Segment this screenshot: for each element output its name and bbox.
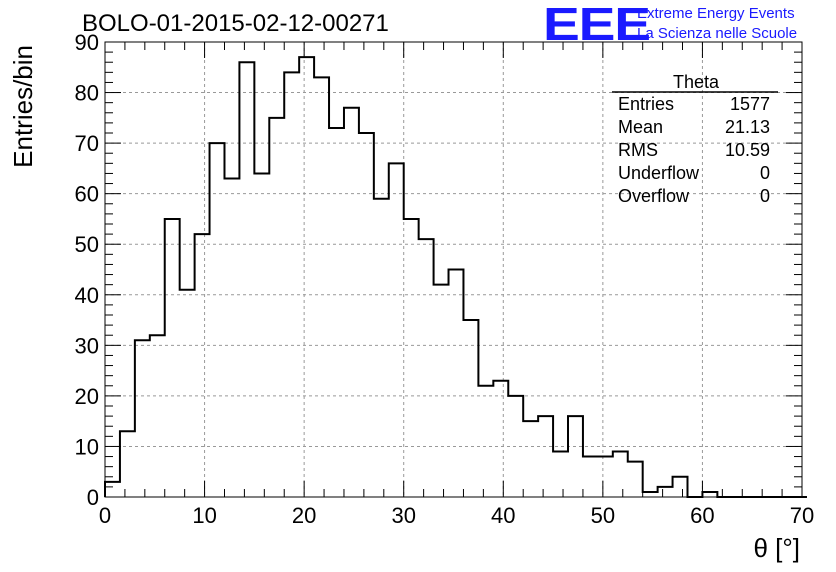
histogram-bin [210, 143, 225, 497]
histogram-bin [239, 62, 254, 497]
histogram-bin [434, 285, 449, 497]
stats-label: RMS [618, 140, 658, 160]
stats-value: 0 [760, 186, 770, 206]
histogram-bin [553, 452, 568, 498]
histogram-bin [658, 487, 673, 497]
histogram-bin [583, 457, 598, 497]
stats-label: Underflow [618, 163, 700, 183]
stats-label: Mean [618, 117, 663, 137]
histogram-bin [224, 179, 239, 498]
tick-labels: 0 10 20 30 40 50 60 70 0 10 20 30 40 50 60 70 80 90 [75, 30, 815, 528]
logo-line-2: La Scienza nelle Scuole [637, 25, 798, 42]
grid [105, 42, 802, 497]
histogram-bin [374, 199, 389, 497]
y-tick-label: 20 [75, 384, 99, 409]
x-tick-label: 50 [591, 503, 615, 528]
histogram [104, 56, 807, 498]
histogram-bin [463, 320, 478, 497]
x-tick-label: 20 [292, 503, 316, 528]
histogram-bin [643, 492, 658, 497]
histogram-bin [165, 219, 180, 497]
histogram-bin [628, 462, 643, 497]
x-tick-label: 60 [690, 503, 714, 528]
histogram-outline [104, 56, 807, 498]
histogram-bin [598, 457, 613, 497]
y-tick-label: 10 [75, 434, 99, 459]
histogram-bin [449, 270, 464, 498]
histogram-bin [359, 133, 374, 497]
y-tick-label: 80 [75, 81, 99, 106]
y-tick-label: 70 [75, 131, 99, 156]
eee-logo: EEE Extreme Energy Events La Scienza nel… [543, 1, 797, 47]
y-tick-label: 30 [75, 333, 99, 358]
histogram-bin [284, 72, 299, 497]
logo-text: Extreme Energy Events La Scienza nelle S… [637, 4, 797, 44]
stats-value: 10.59 [725, 140, 770, 160]
plot-frame [104, 41, 803, 498]
histogram-bin [508, 396, 523, 497]
logo-mark: EEE [543, 0, 651, 50]
logo-line-1: Extreme Energy Events [637, 5, 795, 22]
histogram-bin [673, 477, 688, 497]
histogram-bin [493, 381, 508, 497]
histogram-bin [389, 163, 404, 497]
chart-title: BOLO-01-2015-02-12-00271 [82, 10, 389, 37]
y-tick-label: 60 [75, 182, 99, 207]
histogram-bin [404, 219, 419, 497]
histogram-bin [523, 421, 538, 497]
x-tick-label: 70 [790, 503, 814, 528]
x-tick-label: 10 [192, 503, 216, 528]
histogram-bin [613, 452, 628, 498]
stats-value: 0 [760, 163, 770, 183]
stats-title: Theta [673, 72, 720, 92]
histogram-bin [702, 492, 717, 497]
histogram-bin [150, 335, 165, 497]
y-axis-label: Entries/bin [8, 45, 38, 168]
histogram-bin [269, 118, 284, 497]
histogram-bin [299, 57, 314, 497]
y-tick-label: 40 [75, 283, 99, 308]
histogram-bin [120, 431, 135, 497]
histogram-bin [329, 128, 344, 497]
histogram-bin [538, 416, 553, 497]
histogram-bin [135, 340, 150, 497]
histogram-bin [254, 173, 269, 497]
histogram-bin [105, 482, 120, 497]
y-tick-label: 90 [75, 30, 99, 55]
histogram-bin [419, 239, 434, 497]
x-axis-label: θ [°] [753, 533, 800, 563]
x-tick-label: 40 [491, 503, 515, 528]
histogram-bin [180, 290, 195, 497]
stats-label: Overflow [618, 186, 690, 206]
histogram-bin [344, 108, 359, 497]
histogram-bin [568, 416, 583, 497]
histogram-bin [314, 77, 329, 497]
axis-ticks [104, 41, 803, 498]
histogram-bin [478, 386, 493, 497]
stats-value: 1577 [730, 94, 770, 114]
stats-label: Entries [618, 94, 674, 114]
histogram-bin [195, 234, 210, 497]
plot-border [104, 41, 803, 498]
x-tick-label: 30 [391, 503, 415, 528]
y-tick-label: 50 [75, 232, 99, 257]
x-tick-label: 0 [99, 503, 111, 528]
y-tick-label: 0 [87, 485, 99, 510]
stats-value: 21.13 [725, 117, 770, 137]
